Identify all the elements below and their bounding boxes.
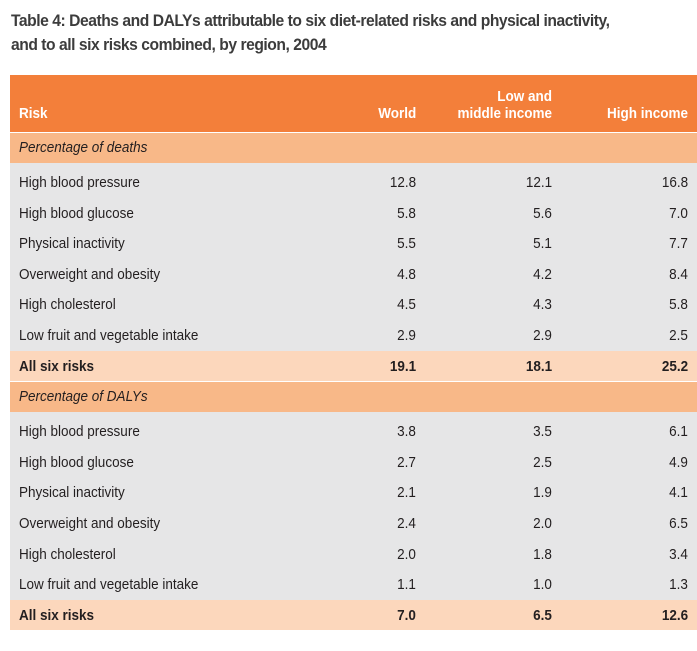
cell-world: 4.8: [397, 265, 416, 283]
cell-lmi: 4.3: [533, 296, 552, 314]
cell-high: 6.5: [669, 514, 688, 532]
total-row-deaths: All six risks 19.1 18.1 25.2: [10, 350, 697, 382]
cell-world: 2.0: [397, 545, 416, 563]
table-row: High blood pressure 3.8 3.5 6.1: [10, 416, 697, 447]
header-risk: Risk: [19, 105, 48, 122]
table-row: High cholesterol 2.0 1.8 3.4: [10, 539, 697, 570]
cell-high: 12.6: [661, 606, 688, 624]
table-row: Low fruit and vegetable intake 1.1 1.0 1…: [10, 569, 697, 600]
table-row: High blood glucose 2.7 2.5 4.9: [10, 447, 697, 478]
cell-risk: Physical inactivity: [19, 235, 125, 253]
table-row: Physical inactivity 2.1 1.9 4.1: [10, 477, 697, 508]
cell-risk: All six risks: [19, 606, 95, 624]
cell-high: 7.7: [669, 235, 688, 253]
header-high-income: High income: [606, 105, 688, 122]
cell-lmi: 2.0: [533, 514, 552, 532]
cell-risk: High blood glucose: [19, 453, 134, 471]
cell-lmi: 1.9: [533, 484, 552, 502]
section-header-dalys: Percentage of DALYs: [10, 381, 697, 413]
table-row: High cholesterol 4.5 4.3 5.8: [10, 289, 697, 320]
cell-world: 5.5: [397, 235, 416, 253]
cell-lmi: 5.6: [533, 204, 552, 222]
table-title: Table 4: Deaths and DALYs attributable t…: [11, 9, 637, 57]
cell-world: 3.8: [397, 423, 416, 441]
header-world: World: [378, 105, 416, 122]
cell-high: 7.0: [669, 204, 688, 222]
cell-high: 2.5: [669, 326, 688, 344]
cell-lmi: 1.0: [533, 576, 552, 594]
table-row: Overweight and obesity 4.8 4.2 8.4: [10, 259, 697, 290]
table-row: High blood glucose 5.8 5.6 7.0: [10, 198, 697, 229]
cell-world: 2.1: [397, 484, 416, 502]
table-row: Physical inactivity 5.5 5.1 7.7: [10, 228, 697, 259]
table-row: Low fruit and vegetable intake 2.9 2.9 2…: [10, 320, 697, 351]
cell-lmi: 2.9: [533, 326, 552, 344]
cell-risk: All six risks: [19, 357, 95, 375]
cell-high: 3.4: [669, 545, 688, 563]
cell-world: 7.0: [397, 606, 416, 624]
cell-world: 19.1: [389, 357, 416, 375]
cell-high: 6.1: [669, 423, 688, 441]
cell-risk: High blood pressure: [19, 423, 140, 441]
table-header: Risk World Low and middle income High in…: [10, 75, 697, 132]
cell-high: 1.3: [669, 576, 688, 594]
section-header-deaths: Percentage of deaths: [10, 132, 697, 163]
cell-lmi: 4.2: [533, 265, 552, 283]
section-label: Percentage of deaths: [19, 139, 148, 156]
cell-risk: Overweight and obesity: [19, 514, 161, 532]
cell-lmi: 3.5: [533, 423, 552, 441]
cell-risk: High cholesterol: [19, 296, 116, 314]
cell-world: 4.5: [397, 296, 416, 314]
cell-world: 2.9: [397, 326, 416, 344]
cell-lmi: 6.5: [533, 606, 552, 624]
header-low-middle-income: Low and middle income: [457, 88, 552, 122]
cell-risk: Low fruit and vegetable intake: [19, 576, 199, 594]
cell-lmi: 1.8: [533, 545, 552, 563]
cell-world: 5.8: [397, 204, 416, 222]
header-lmi-line-1: Low and: [497, 88, 552, 105]
header-lmi-line-2: middle income: [457, 105, 552, 122]
cell-high: 8.4: [669, 265, 688, 283]
cell-risk: High blood glucose: [19, 204, 134, 222]
cell-lmi: 18.1: [525, 357, 552, 375]
cell-lmi: 5.1: [533, 235, 552, 253]
cell-risk: High blood pressure: [19, 174, 140, 191]
cell-risk: Physical inactivity: [19, 484, 125, 502]
table-title-line-1: Table 4: Deaths and DALYs attributable t…: [11, 11, 610, 30]
cell-world: 2.7: [397, 453, 416, 471]
cell-high: 4.1: [669, 484, 688, 502]
cell-world: 1.1: [397, 576, 416, 594]
cell-high: 5.8: [669, 296, 688, 314]
cell-risk: Low fruit and vegetable intake: [19, 326, 199, 344]
table-title-line-2: and to all six risks combined, by region…: [11, 35, 327, 54]
cell-lmi: 2.5: [533, 453, 552, 471]
cell-high: 25.2: [661, 357, 688, 375]
cell-world: 2.4: [397, 514, 416, 532]
table-row: High blood pressure 12.8 12.1 16.8: [10, 167, 697, 198]
section-label: Percentage of DALYs: [19, 388, 148, 406]
total-row-dalys: All six risks 7.0 6.5 12.6: [10, 599, 697, 631]
table-row: Overweight and obesity 2.4 2.0 6.5: [10, 508, 697, 539]
cell-high: 16.8: [661, 174, 688, 191]
data-table: Risk World Low and middle income High in…: [10, 75, 697, 631]
cell-high: 4.9: [669, 453, 688, 471]
cell-risk: Overweight and obesity: [19, 265, 161, 283]
cell-risk: High cholesterol: [19, 545, 116, 563]
cell-lmi: 12.1: [525, 174, 552, 191]
cell-world: 12.8: [389, 174, 416, 191]
